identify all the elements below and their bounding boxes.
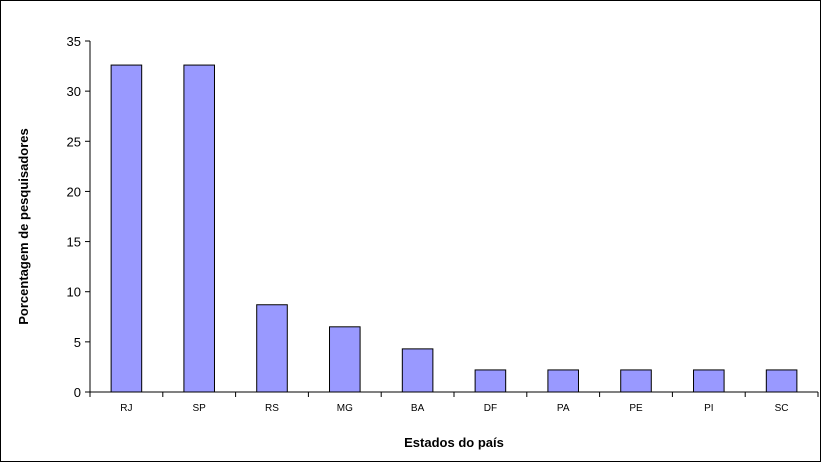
- x-tick-label: SP: [193, 403, 207, 414]
- x-tick-label: RJ: [120, 403, 132, 414]
- bar-mg: [329, 326, 361, 393]
- x-tick-label: SC: [775, 403, 789, 414]
- bar-rj: [110, 64, 143, 393]
- y-tick-label: 10: [67, 285, 81, 300]
- bar-ba: [401, 348, 434, 393]
- y-axis-ticks: 0 5 10 15 20 25 30 35: [67, 34, 90, 400]
- bar-pe: [620, 369, 652, 393]
- x-tick-label: BA: [411, 403, 425, 414]
- x-axis-title: Estados do país: [404, 435, 504, 450]
- x-tick-label: MG: [337, 403, 353, 414]
- y-tick-label: 20: [67, 184, 81, 199]
- bar-pa: [547, 369, 579, 393]
- y-tick-label: 5: [74, 335, 81, 350]
- y-tick-label: 25: [67, 134, 81, 149]
- y-tick-label: 30: [67, 84, 81, 99]
- x-axis-ticks: RJ SP RS MG BA DF PA PE PI SC: [89, 392, 819, 414]
- bars: [110, 64, 798, 393]
- x-tick-label: PE: [629, 403, 643, 414]
- bar-df: [474, 369, 507, 393]
- bar-pi: [693, 369, 725, 393]
- y-tick-label: 0: [74, 385, 81, 400]
- x-tick-label: RS: [265, 403, 279, 414]
- y-tick-label: 15: [67, 235, 81, 250]
- bar-sp: [183, 64, 215, 393]
- x-tick-label: PI: [704, 403, 713, 414]
- x-tick-label: DF: [484, 403, 497, 414]
- y-axis-title: Porcentagem de pesquisadores: [16, 128, 31, 325]
- x-tick-label: PA: [557, 403, 570, 414]
- y-tick-label: 35: [67, 34, 81, 49]
- bar-sc: [765, 369, 798, 393]
- bar-rs: [256, 304, 288, 393]
